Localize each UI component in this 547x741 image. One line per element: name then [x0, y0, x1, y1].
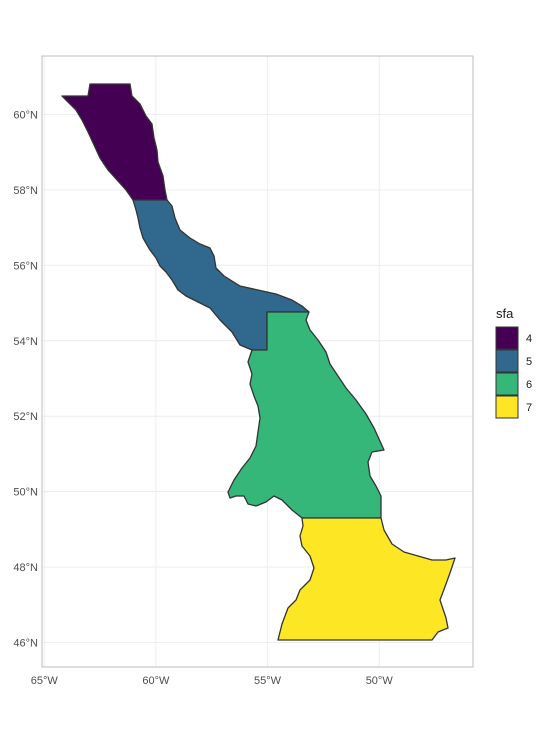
legend-label-sfa-5: 5 [526, 356, 532, 368]
legend-title: sfa [496, 306, 514, 321]
y-tick-label: 48°N [13, 562, 38, 574]
y-tick-label: 52°N [13, 411, 38, 423]
y-tick-label: 46°N [13, 637, 38, 649]
legend: sfa 4 5 6 7 [495, 306, 532, 419]
x-tick-label: 60°W [142, 675, 170, 687]
legend-key-sfa-7 [495, 395, 519, 419]
y-tick-label: 54°N [13, 336, 38, 348]
sfa-regions [61, 83, 456, 641]
region-sfa-6 [227, 311, 385, 519]
legend-key-sfa-6 [495, 372, 519, 396]
legend-label-sfa-7: 7 [526, 402, 532, 414]
plot-panel-border [41, 55, 474, 668]
x-tick-label: 55°W [254, 675, 282, 687]
region-sfa-7 [277, 517, 456, 641]
y-tick-label: 58°N [13, 185, 38, 197]
legend-label-sfa-6: 6 [526, 379, 532, 391]
region-sfa-4 [61, 83, 168, 201]
axis-labels: 65°W 60°W 55°W 50°W 46°N 48°N 50°N 52°N 54°N 56°N… [13, 109, 393, 687]
legend-label-sfa-4: 4 [526, 333, 532, 345]
y-tick-label: 56°N [13, 260, 38, 272]
legend-key-sfa-5 [495, 349, 519, 373]
y-tick-label: 50°N [13, 487, 38, 499]
x-tick-label: 50°W [366, 675, 394, 687]
legend-key-sfa-4 [495, 326, 519, 350]
y-tick-label: 60°N [13, 109, 38, 121]
x-tick-label: 65°W [31, 675, 59, 687]
